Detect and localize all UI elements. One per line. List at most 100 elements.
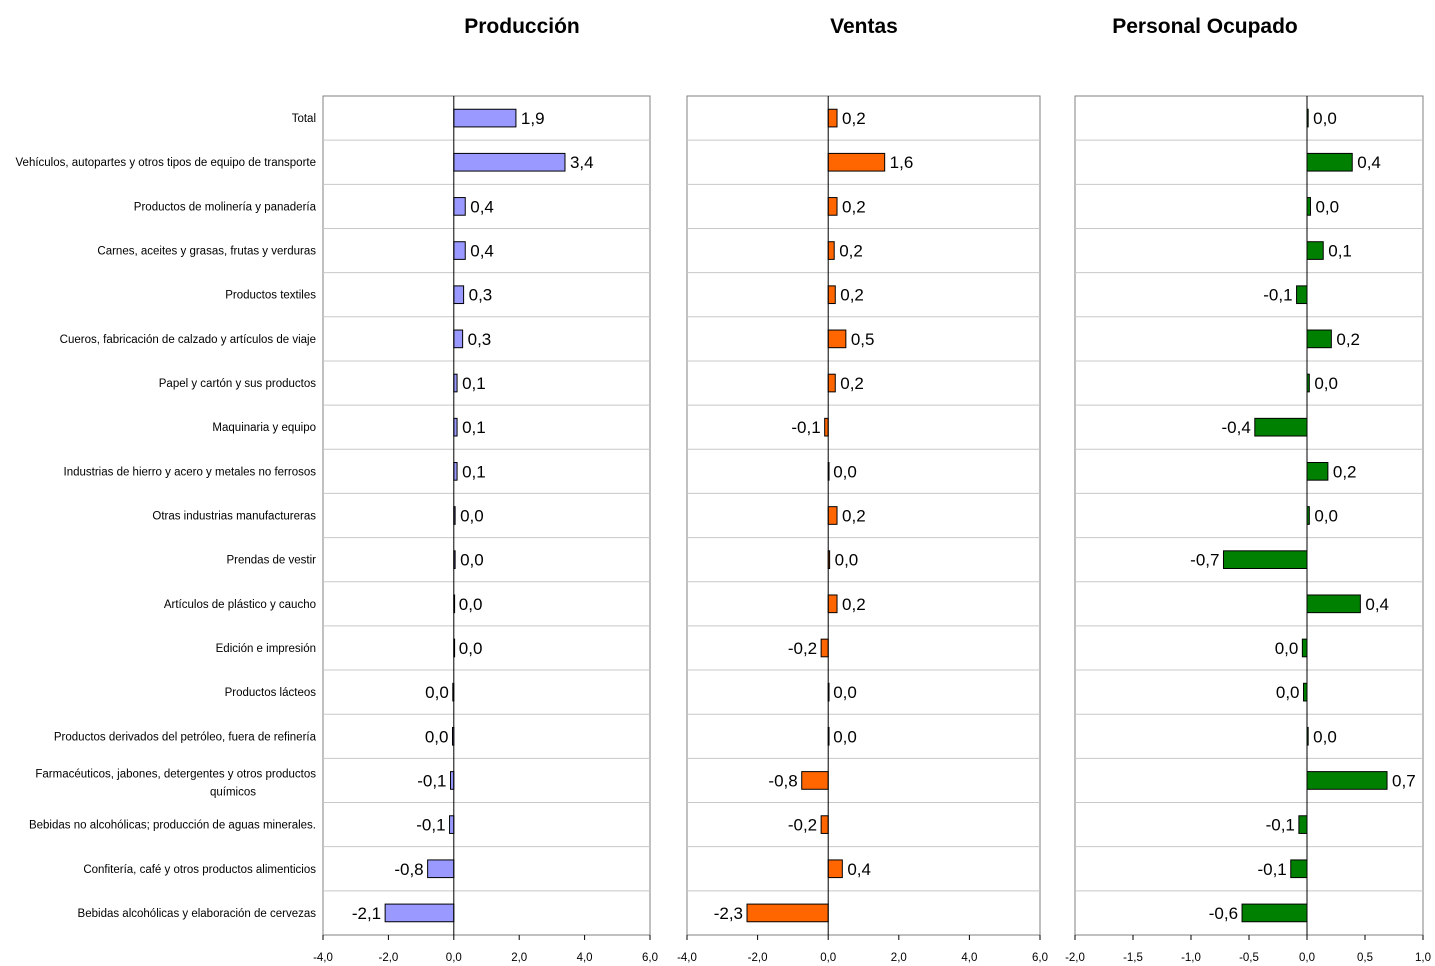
value-label: 0,0 <box>833 727 857 746</box>
bar <box>384 903 455 923</box>
value-label: 0,0 <box>459 639 483 658</box>
value-label: 0,0 <box>425 727 449 746</box>
plot-frame <box>686 95 1041 936</box>
bar <box>449 815 455 834</box>
bar <box>453 329 464 349</box>
x-tick-label: -4,0 <box>313 952 333 964</box>
value-label: 0,3 <box>468 330 492 349</box>
bar <box>827 594 838 614</box>
panel-title: Personal Ocupado <box>1112 15 1298 38</box>
bar <box>453 285 465 305</box>
panel-title: Producción <box>464 15 580 38</box>
panel-2: Ventas 0,2 1,6 0,2 0,2 0,2 0,5 0,2 -0,1 0,0 0,2 0,0… <box>677 15 1048 964</box>
bar <box>1306 462 1329 481</box>
bar <box>827 241 835 260</box>
bar <box>827 329 847 349</box>
value-label: 3,4 <box>570 153 594 172</box>
bar <box>453 241 466 260</box>
bar <box>1306 152 1353 172</box>
x-tick-label: -2,0 <box>748 952 768 964</box>
value-label: 0,4 <box>470 242 494 261</box>
value-label: 0,0 <box>425 683 449 702</box>
value-label: 0,2 <box>1336 330 1360 349</box>
value-label: 0,0 <box>460 551 484 570</box>
bar <box>1306 771 1388 790</box>
value-label: 0,4 <box>1357 153 1381 172</box>
value-label: 0,2 <box>842 507 866 526</box>
value-label: -0,8 <box>768 771 797 790</box>
x-tick-label: 4,0 <box>961 952 977 964</box>
bar <box>1290 859 1308 879</box>
bar <box>1306 197 1311 216</box>
value-label: -0,8 <box>394 860 423 879</box>
value-label: -0,1 <box>1266 816 1295 835</box>
value-label: 0,0 <box>1313 109 1337 128</box>
bar <box>1306 594 1361 614</box>
category-label: Cueros, fabricación de calzado y artícul… <box>60 334 316 346</box>
bar <box>801 771 829 790</box>
value-label: 0,0 <box>1314 507 1338 526</box>
x-tick-label: -2,0 <box>1065 952 1085 964</box>
value-label: -0,4 <box>1222 418 1251 437</box>
bar <box>1254 417 1308 437</box>
value-label: 1,9 <box>521 109 545 128</box>
value-label: -0,7 <box>1190 551 1219 570</box>
value-label: 0,2 <box>1333 462 1357 481</box>
value-label: 0,2 <box>842 595 866 614</box>
bar <box>453 108 517 128</box>
x-tick-label: -1,0 <box>1181 952 1201 964</box>
bar <box>453 197 466 216</box>
category-label: Papel y cartón y sus productos <box>159 378 316 390</box>
category-label: Artículos de plástico y caucho <box>164 599 316 611</box>
value-label: 0,0 <box>459 595 483 614</box>
chart-panels: Producción 1,9 3,4 0,4 0,4 0,3 0,3 0,1 0,1 0,1 0,0… <box>313 15 1431 964</box>
panel-title: Ventas <box>830 15 898 38</box>
value-label: 0,1 <box>462 462 486 481</box>
value-label: -0,1 <box>417 771 446 790</box>
x-tick-label: 0,0 <box>1299 952 1315 964</box>
value-label: 0,0 <box>1275 639 1299 658</box>
bar <box>1306 241 1324 260</box>
value-label: 1,6 <box>890 153 914 172</box>
bar <box>1306 329 1332 349</box>
value-label: 0,3 <box>469 286 493 305</box>
x-tick-label: -2,0 <box>378 952 398 964</box>
value-label: 0,0 <box>835 551 859 570</box>
category-label: Prendas de vestir <box>227 555 317 567</box>
value-label: -0,6 <box>1209 904 1238 923</box>
value-label: 0,0 <box>1313 727 1337 746</box>
value-label: -0,1 <box>791 418 820 437</box>
value-label: 0,2 <box>842 109 866 128</box>
category-label: Total <box>292 113 316 125</box>
value-label: 0,1 <box>1328 242 1352 261</box>
bar <box>827 108 838 128</box>
category-label: Productos derivados del petróleo, fuera … <box>54 731 317 743</box>
category-label: Carnes, aceites y grasas, frutas y verdu… <box>97 246 316 258</box>
bar <box>824 417 829 437</box>
value-label: -0,1 <box>416 816 445 835</box>
x-tick-label: -4,0 <box>677 952 697 964</box>
category-label: Industrias de hierro y acero y metales n… <box>64 466 317 478</box>
bar <box>827 285 836 305</box>
category-label: Productos de molinería y panadería <box>134 201 317 213</box>
value-label: 0,1 <box>462 418 486 437</box>
value-label: 0,2 <box>842 197 866 216</box>
value-label: 0,4 <box>847 860 871 879</box>
category-label: Farmacéuticos, jabones, detergentes y ot… <box>35 768 316 798</box>
bar <box>1301 638 1308 658</box>
value-label: 0,5 <box>851 330 875 349</box>
bar <box>827 859 843 879</box>
x-tick-label: 0,0 <box>820 952 836 964</box>
value-label: -2,3 <box>714 904 743 923</box>
value-label: 0,0 <box>1276 683 1300 702</box>
value-label: -0,1 <box>1257 860 1286 879</box>
category-labels: Total Vehículos, autopartes y otros tipos… <box>16 113 317 920</box>
x-tick-label: 4,0 <box>577 952 593 964</box>
value-label: 0,7 <box>1392 771 1416 790</box>
value-label: -2,1 <box>352 904 381 923</box>
category-label: Edición e impresión <box>216 643 316 655</box>
x-tick-label: 1,0 <box>1415 952 1431 964</box>
bar <box>746 903 829 923</box>
bar <box>1303 682 1308 702</box>
bar <box>827 373 836 393</box>
